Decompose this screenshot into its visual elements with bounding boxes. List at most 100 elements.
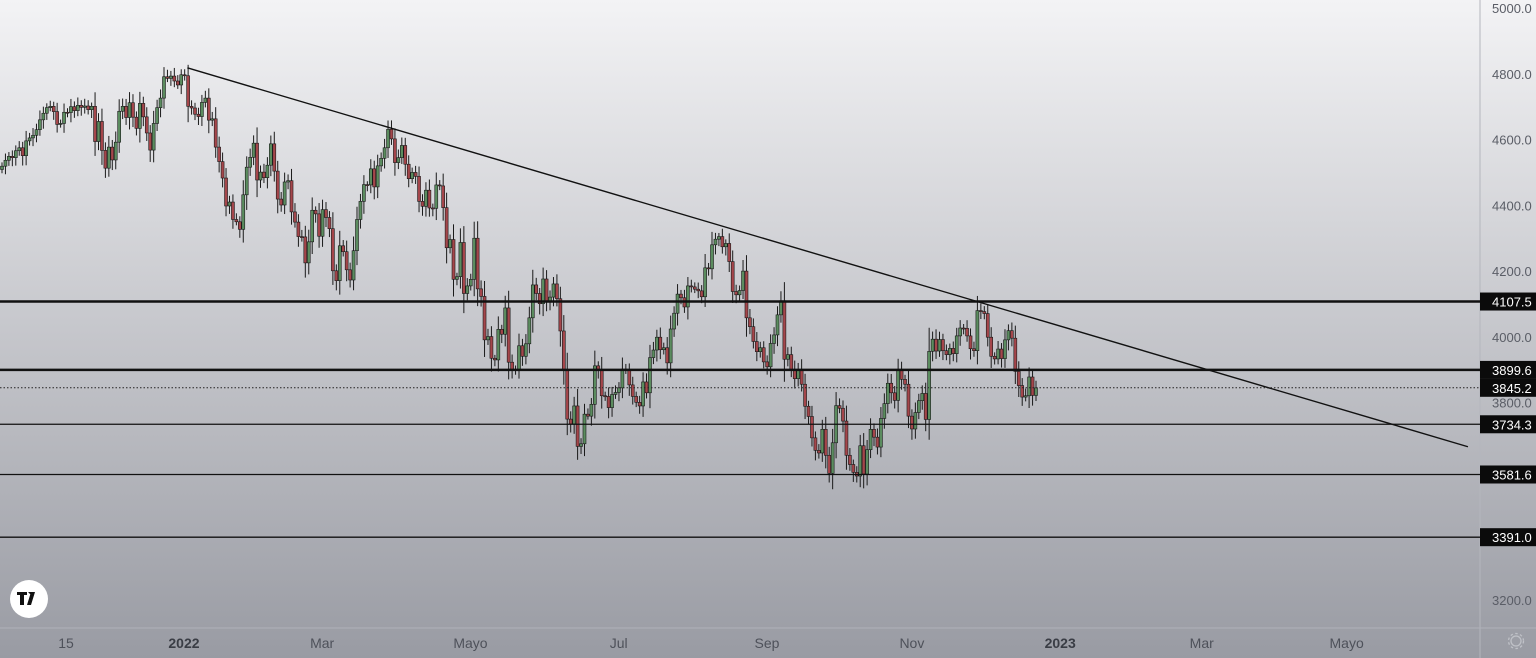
candle-body <box>48 106 53 108</box>
candle-body <box>799 369 804 385</box>
time-tick-label: 15 <box>58 635 74 651</box>
candle-body <box>424 189 428 207</box>
candle-body <box>865 449 869 475</box>
price-axis[interactable]: 4107.5 3899.6 3734.3 3581.6 3391.0 3845.2 5000… <box>1480 1 1536 608</box>
candle-body <box>568 418 573 425</box>
candle-body <box>344 251 349 271</box>
gear-icon[interactable] <box>1507 632 1525 650</box>
candle-body <box>72 106 77 111</box>
candle-body <box>375 165 380 188</box>
candle-body <box>303 236 308 264</box>
candle-body <box>1013 337 1018 372</box>
trendline-group[interactable] <box>187 67 1469 448</box>
candle-body <box>858 445 863 477</box>
candle-body <box>927 351 931 420</box>
candle-body <box>679 293 683 299</box>
candle-body <box>34 129 39 136</box>
candle-body <box>806 405 811 417</box>
candle-body <box>823 429 828 456</box>
candle-body <box>24 140 28 156</box>
candle-body <box>506 307 511 363</box>
candle-body <box>999 348 1004 359</box>
candle-body <box>817 450 821 454</box>
candle-body <box>830 442 835 474</box>
candle-body <box>1034 387 1038 396</box>
candle-body <box>86 105 90 110</box>
candle-body <box>55 111 59 125</box>
price-tick-label: 4000.0 <box>1492 330 1532 345</box>
candle-body <box>493 357 497 361</box>
candle-body <box>496 329 501 361</box>
candle-body <box>10 156 15 158</box>
candle-body <box>661 347 666 351</box>
candle-body <box>737 290 742 296</box>
candle-body <box>420 201 425 207</box>
candle-body <box>741 270 745 291</box>
candle-body <box>434 184 439 209</box>
candle-body <box>27 137 32 142</box>
candle-body <box>665 347 670 364</box>
candle-body <box>213 118 218 148</box>
candle-body <box>972 348 976 352</box>
candle-body <box>38 119 42 130</box>
candle-body <box>892 392 897 401</box>
candle-body <box>410 172 414 179</box>
candle-body <box>551 283 556 298</box>
horizontal-levels[interactable] <box>0 300 1480 538</box>
candle-body <box>768 343 773 368</box>
candle-body <box>113 141 118 161</box>
candle-body <box>989 336 993 357</box>
candle-body <box>734 291 738 296</box>
trendline[interactable] <box>187 67 1469 448</box>
candle-body <box>744 270 749 319</box>
candle-body <box>175 80 180 86</box>
candle-body <box>761 347 766 363</box>
candle-body <box>341 245 346 253</box>
candle-body <box>144 116 149 134</box>
candle-body <box>482 296 487 341</box>
candle-body <box>1010 330 1014 339</box>
candle-body <box>837 405 842 409</box>
candle-body <box>31 134 35 139</box>
candle-body <box>244 166 249 196</box>
candle-body <box>255 142 259 181</box>
candle-body <box>841 407 845 422</box>
candle-body <box>17 147 22 152</box>
tradingview-logo[interactable] <box>10 580 48 618</box>
candle-body <box>920 393 925 401</box>
candle-body <box>258 171 263 181</box>
candle-body <box>958 327 962 337</box>
candle-body <box>613 392 618 395</box>
price-tick-label: 4200.0 <box>1492 264 1532 279</box>
candle-body <box>906 383 911 417</box>
candle-body <box>3 159 8 167</box>
price-tick-label: 4600.0 <box>1492 133 1532 148</box>
candle-body <box>610 394 614 408</box>
candle-body <box>765 361 769 368</box>
candle-body <box>599 369 604 397</box>
candle-body <box>368 168 373 186</box>
candle-body <box>944 350 949 355</box>
candle-body <box>617 387 621 393</box>
candle-body <box>713 238 718 246</box>
time-axis[interactable]: 15 2022 Mar Mayo Jul Sep Nov 2023 Mar Mayo <box>58 635 1364 651</box>
candle-body <box>692 286 697 290</box>
candle-body <box>896 369 900 401</box>
candle-body <box>723 243 728 248</box>
time-tick-label: Nov <box>899 635 924 651</box>
candle-body <box>982 311 987 314</box>
candle-body <box>699 290 704 298</box>
candle-body <box>62 111 66 124</box>
time-tick-label: Mar <box>1190 635 1214 651</box>
candle-body <box>582 413 587 445</box>
candle-body <box>1023 395 1028 398</box>
candle-body <box>248 157 252 168</box>
candle-body <box>227 201 232 207</box>
candle-body <box>510 361 514 370</box>
candle-body <box>934 338 938 352</box>
candle-body <box>127 102 132 118</box>
candle-body <box>655 336 659 351</box>
candle-body <box>158 97 163 108</box>
